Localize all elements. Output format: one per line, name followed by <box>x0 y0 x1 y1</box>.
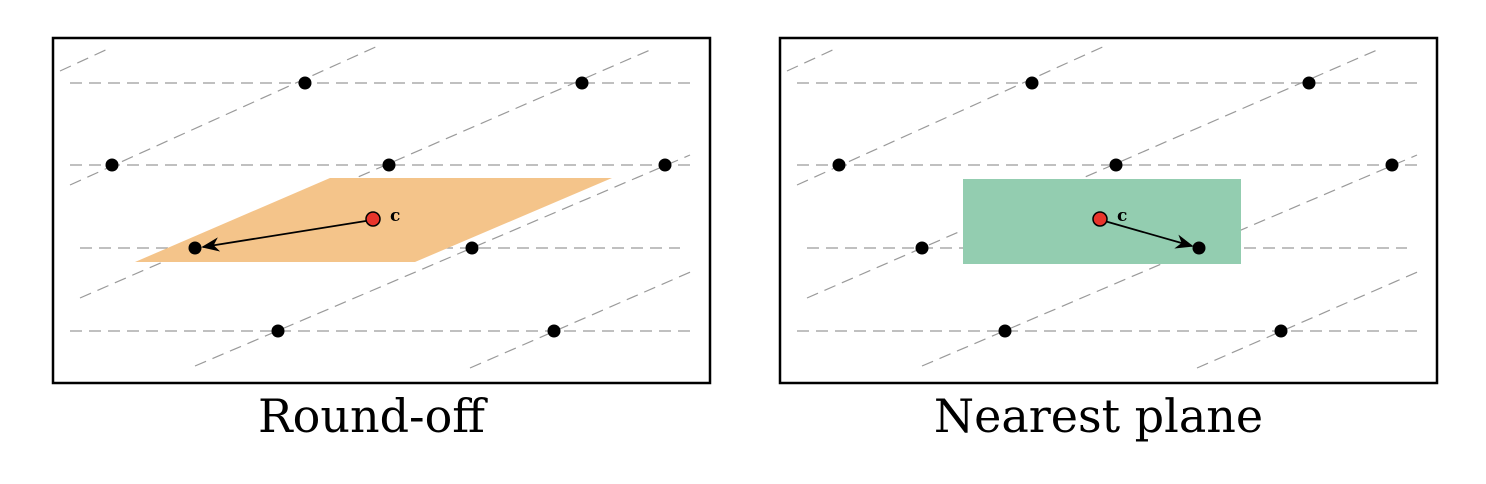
rounding-arrow <box>201 219 373 252</box>
lattice-point <box>547 324 561 338</box>
lattice-point <box>1025 76 1039 90</box>
target-label: c <box>1117 206 1127 226</box>
round-off-diagram: c <box>51 36 712 385</box>
lattice-point <box>465 241 479 255</box>
nearest-plane-arrow <box>1100 219 1194 249</box>
lattice-point <box>658 158 672 172</box>
lattice-point <box>575 76 589 90</box>
lattice-point <box>1274 324 1288 338</box>
lattice-point <box>271 324 285 338</box>
target-point-c <box>1092 211 1108 227</box>
lattice-point <box>298 76 312 90</box>
panel-frame <box>778 36 1439 385</box>
lattice-point <box>1385 158 1399 172</box>
lattice-point <box>1109 158 1123 172</box>
lattice-points <box>105 76 672 338</box>
lattice-points <box>832 76 1399 338</box>
lattice-point <box>998 324 1012 338</box>
lattice-point <box>188 241 202 255</box>
lattice-point <box>105 158 119 172</box>
panel-nearest-plane: c Nearest plane <box>727 0 1470 484</box>
lattice-point <box>1192 241 1206 255</box>
lattice-point <box>1302 76 1316 90</box>
nearest-plane-diagram: c <box>778 36 1439 385</box>
panel-round-off: c Round-off <box>51 36 712 443</box>
target-point-c <box>365 211 381 227</box>
panel-frame <box>51 36 712 385</box>
caption-nearest-plane: Nearest plane <box>933 389 1264 443</box>
target-label: c <box>390 206 400 226</box>
lattice-point <box>915 241 929 255</box>
lattice-point <box>832 158 846 172</box>
caption-round-off: Round-off <box>258 389 485 443</box>
lattice-point <box>382 158 396 172</box>
